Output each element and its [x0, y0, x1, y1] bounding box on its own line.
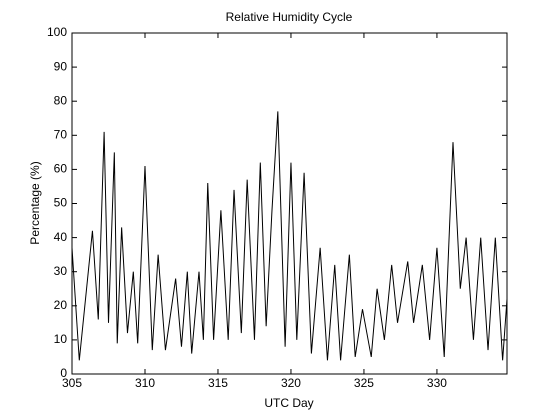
x-axis-label: UTC Day: [264, 396, 313, 410]
y-tick-label: 60: [54, 162, 68, 176]
y-tick-label: 0: [60, 366, 67, 380]
x-tick-label: 325: [354, 376, 374, 390]
y-tick-label: 90: [54, 59, 68, 73]
data-line: [71, 111, 508, 361]
y-tick-label: 20: [54, 298, 68, 312]
y-axis-label: Percentage (%): [28, 161, 42, 244]
y-tick-label: 30: [54, 264, 68, 278]
chart-title: Relative Humidity Cycle: [226, 10, 353, 24]
x-tick-label: 310: [135, 376, 155, 390]
y-tick-label: 80: [54, 93, 68, 107]
x-tick-label: 320: [281, 376, 301, 390]
y-tick-label: 50: [54, 196, 68, 210]
y-tick-label: 100: [47, 25, 67, 39]
y-tick-label: 10: [54, 332, 68, 346]
x-tick-label: 330: [427, 376, 447, 390]
x-tick-label: 305: [62, 376, 82, 390]
y-tick-label: 70: [54, 127, 68, 141]
y-tick-label: 40: [54, 230, 68, 244]
x-tick-label: 315: [208, 376, 228, 390]
